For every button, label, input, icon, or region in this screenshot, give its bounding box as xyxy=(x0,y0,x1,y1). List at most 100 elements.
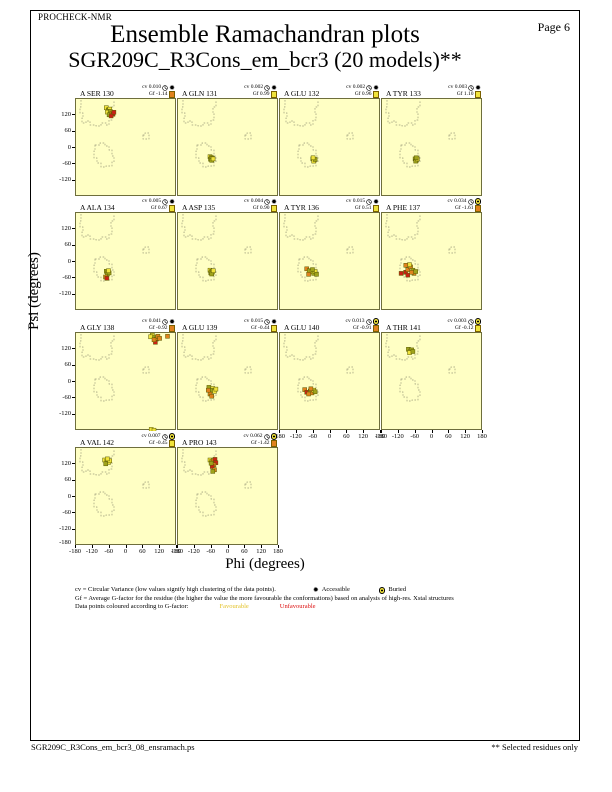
cv-dial-icon xyxy=(366,84,372,91)
y-tick-label: 60 xyxy=(64,127,72,135)
gf-colour-square xyxy=(168,440,175,447)
x-tick xyxy=(75,545,76,548)
cv-value: cv 0.005 ✹ xyxy=(142,198,175,205)
legend-buried-label: Buried xyxy=(388,586,407,593)
cv-value: cv 0.002 ✹ xyxy=(244,84,277,91)
data-point xyxy=(308,386,314,392)
gf-colour-square xyxy=(474,91,481,98)
accessible-icon: ✹ xyxy=(373,197,379,206)
gf-value: Gf 0.90 xyxy=(253,205,277,212)
x-tick xyxy=(448,430,450,433)
cv-value: cv 0.015 ✹ xyxy=(244,318,277,325)
plot-header-a-val-142: A VAL 142 cv 0.007 Gf -0.45 xyxy=(75,432,176,447)
gf-value: Gf 1.10 xyxy=(457,91,481,98)
y-tick-label: 60 xyxy=(64,476,72,484)
y-tick xyxy=(72,228,75,230)
cv-dial-icon xyxy=(162,318,168,325)
residue-label: A GLU 140 xyxy=(284,323,320,332)
plot-canvas xyxy=(283,214,354,282)
y-tick xyxy=(72,496,75,497)
y-axis-title: Psi (degrees) xyxy=(26,252,42,330)
data-point xyxy=(306,272,311,277)
x-tick xyxy=(312,430,314,433)
x-tick xyxy=(397,430,399,433)
legend-colour-text: Data points coloured according to G-fact… xyxy=(75,603,189,610)
y-tick xyxy=(72,528,75,530)
x-tick-label: -60 xyxy=(104,547,113,555)
gf-colour-square xyxy=(474,325,481,332)
ramachandran-plot-a-val-142 xyxy=(75,447,176,545)
cv-dial-icon xyxy=(467,198,474,205)
cv-value: cv 0.004 ✹ xyxy=(244,198,277,205)
y-tick-label: 120 xyxy=(61,110,71,118)
y-tick xyxy=(72,114,75,116)
plot-stats: cv 0.003 ✹ Gf 1.10 xyxy=(448,84,482,98)
x-tick-label: 0 xyxy=(429,432,434,440)
y-tick-label: 60 xyxy=(64,361,72,369)
plot-stats: cv 0.034 Gf -1.61 xyxy=(448,198,482,212)
data-point xyxy=(306,391,311,397)
data-point xyxy=(105,456,110,462)
allowed-region-contour-0 xyxy=(385,214,421,241)
plot-stats: cv 0.007 Gf -0.45 xyxy=(142,433,176,447)
buried-icon xyxy=(168,433,175,440)
residue-label: A TYR 136 xyxy=(284,203,319,212)
plot-header-a-ser-130: A SER 130 cv 0.010 ✹ Gf -1.14 xyxy=(75,83,176,98)
ramachandran-plot-a-gly-138 xyxy=(75,332,176,433)
cv-dial-icon xyxy=(263,433,270,440)
gf-colour-square xyxy=(270,440,277,447)
plot-header-a-glu-139: A GLU 139 cv 0.015 ✹ Gf -0.44 xyxy=(177,317,278,332)
data-point xyxy=(211,268,216,273)
x-tick-label: -120 xyxy=(85,547,98,555)
x-tick xyxy=(482,430,483,433)
residue-label: A SER 130 xyxy=(80,89,114,98)
x-tick xyxy=(210,545,212,548)
plot-canvas xyxy=(385,334,456,402)
buried-icon xyxy=(474,198,481,205)
allowed-region-contour-2 xyxy=(346,366,354,374)
plot-stats: cv 0.003 Gf -0.12 xyxy=(448,318,482,332)
data-point xyxy=(409,270,414,275)
plot-stats: cv 0.004 ✹ Gf 0.90 xyxy=(244,198,278,212)
plot-stats: cv 0.010 ✹ Gf -1.14 xyxy=(142,84,176,98)
y-tick xyxy=(72,512,75,514)
allowed-region-contour-2 xyxy=(346,132,354,140)
allowed-region-contour-2 xyxy=(448,132,456,140)
plot-header-a-thr-141: A THR 141 cv 0.003 Gf -0.12 xyxy=(381,317,482,332)
gf-colour-square xyxy=(168,91,175,98)
x-tick-label: -120 xyxy=(391,432,404,440)
data-point xyxy=(151,427,157,433)
y-tick xyxy=(72,364,75,366)
accessible-icon: ✹ xyxy=(312,586,319,595)
x-tick xyxy=(295,430,297,433)
y-tick-label: 0 xyxy=(67,257,71,265)
gf-colour-square xyxy=(372,325,379,332)
cv-value: cv 0.010 ✹ xyxy=(142,84,175,91)
y-tick xyxy=(72,277,75,279)
data-point xyxy=(111,110,117,115)
y-tick-label: 60 xyxy=(64,241,72,249)
data-point xyxy=(310,155,316,161)
data-point xyxy=(213,386,219,392)
gf-value: Gf -0.92 xyxy=(149,325,175,332)
gf-text: Gf -1.42 xyxy=(250,440,270,446)
x-tick xyxy=(176,545,177,548)
plot-canvas xyxy=(283,100,354,168)
cv-text: cv 0.003 xyxy=(448,84,468,90)
x-tick-label: 120 xyxy=(460,432,471,440)
app-name: PROCHECK-NMR xyxy=(38,12,112,22)
x-axis-title: Phi (degrees) xyxy=(225,556,305,572)
gf-colour-square xyxy=(372,205,379,212)
x-tick-label: 180 xyxy=(477,432,487,440)
plot-stats: cv 0.002 ✹ Gf 0.99 xyxy=(244,84,278,98)
cv-dial-icon xyxy=(467,318,474,325)
y-tick-label: -60 xyxy=(62,273,71,281)
x-tick-label: -180 xyxy=(171,547,183,555)
plot-canvas xyxy=(181,449,252,517)
allowed-region-contour-0 xyxy=(385,334,421,361)
residue-label: A PHE 137 xyxy=(386,203,421,212)
plot-canvas xyxy=(79,214,150,282)
cv-value: cv 0.041 ✹ xyxy=(142,318,175,325)
cv-text: cv 0.002 xyxy=(346,84,366,90)
gf-text: Gf -0.92 xyxy=(148,325,168,331)
